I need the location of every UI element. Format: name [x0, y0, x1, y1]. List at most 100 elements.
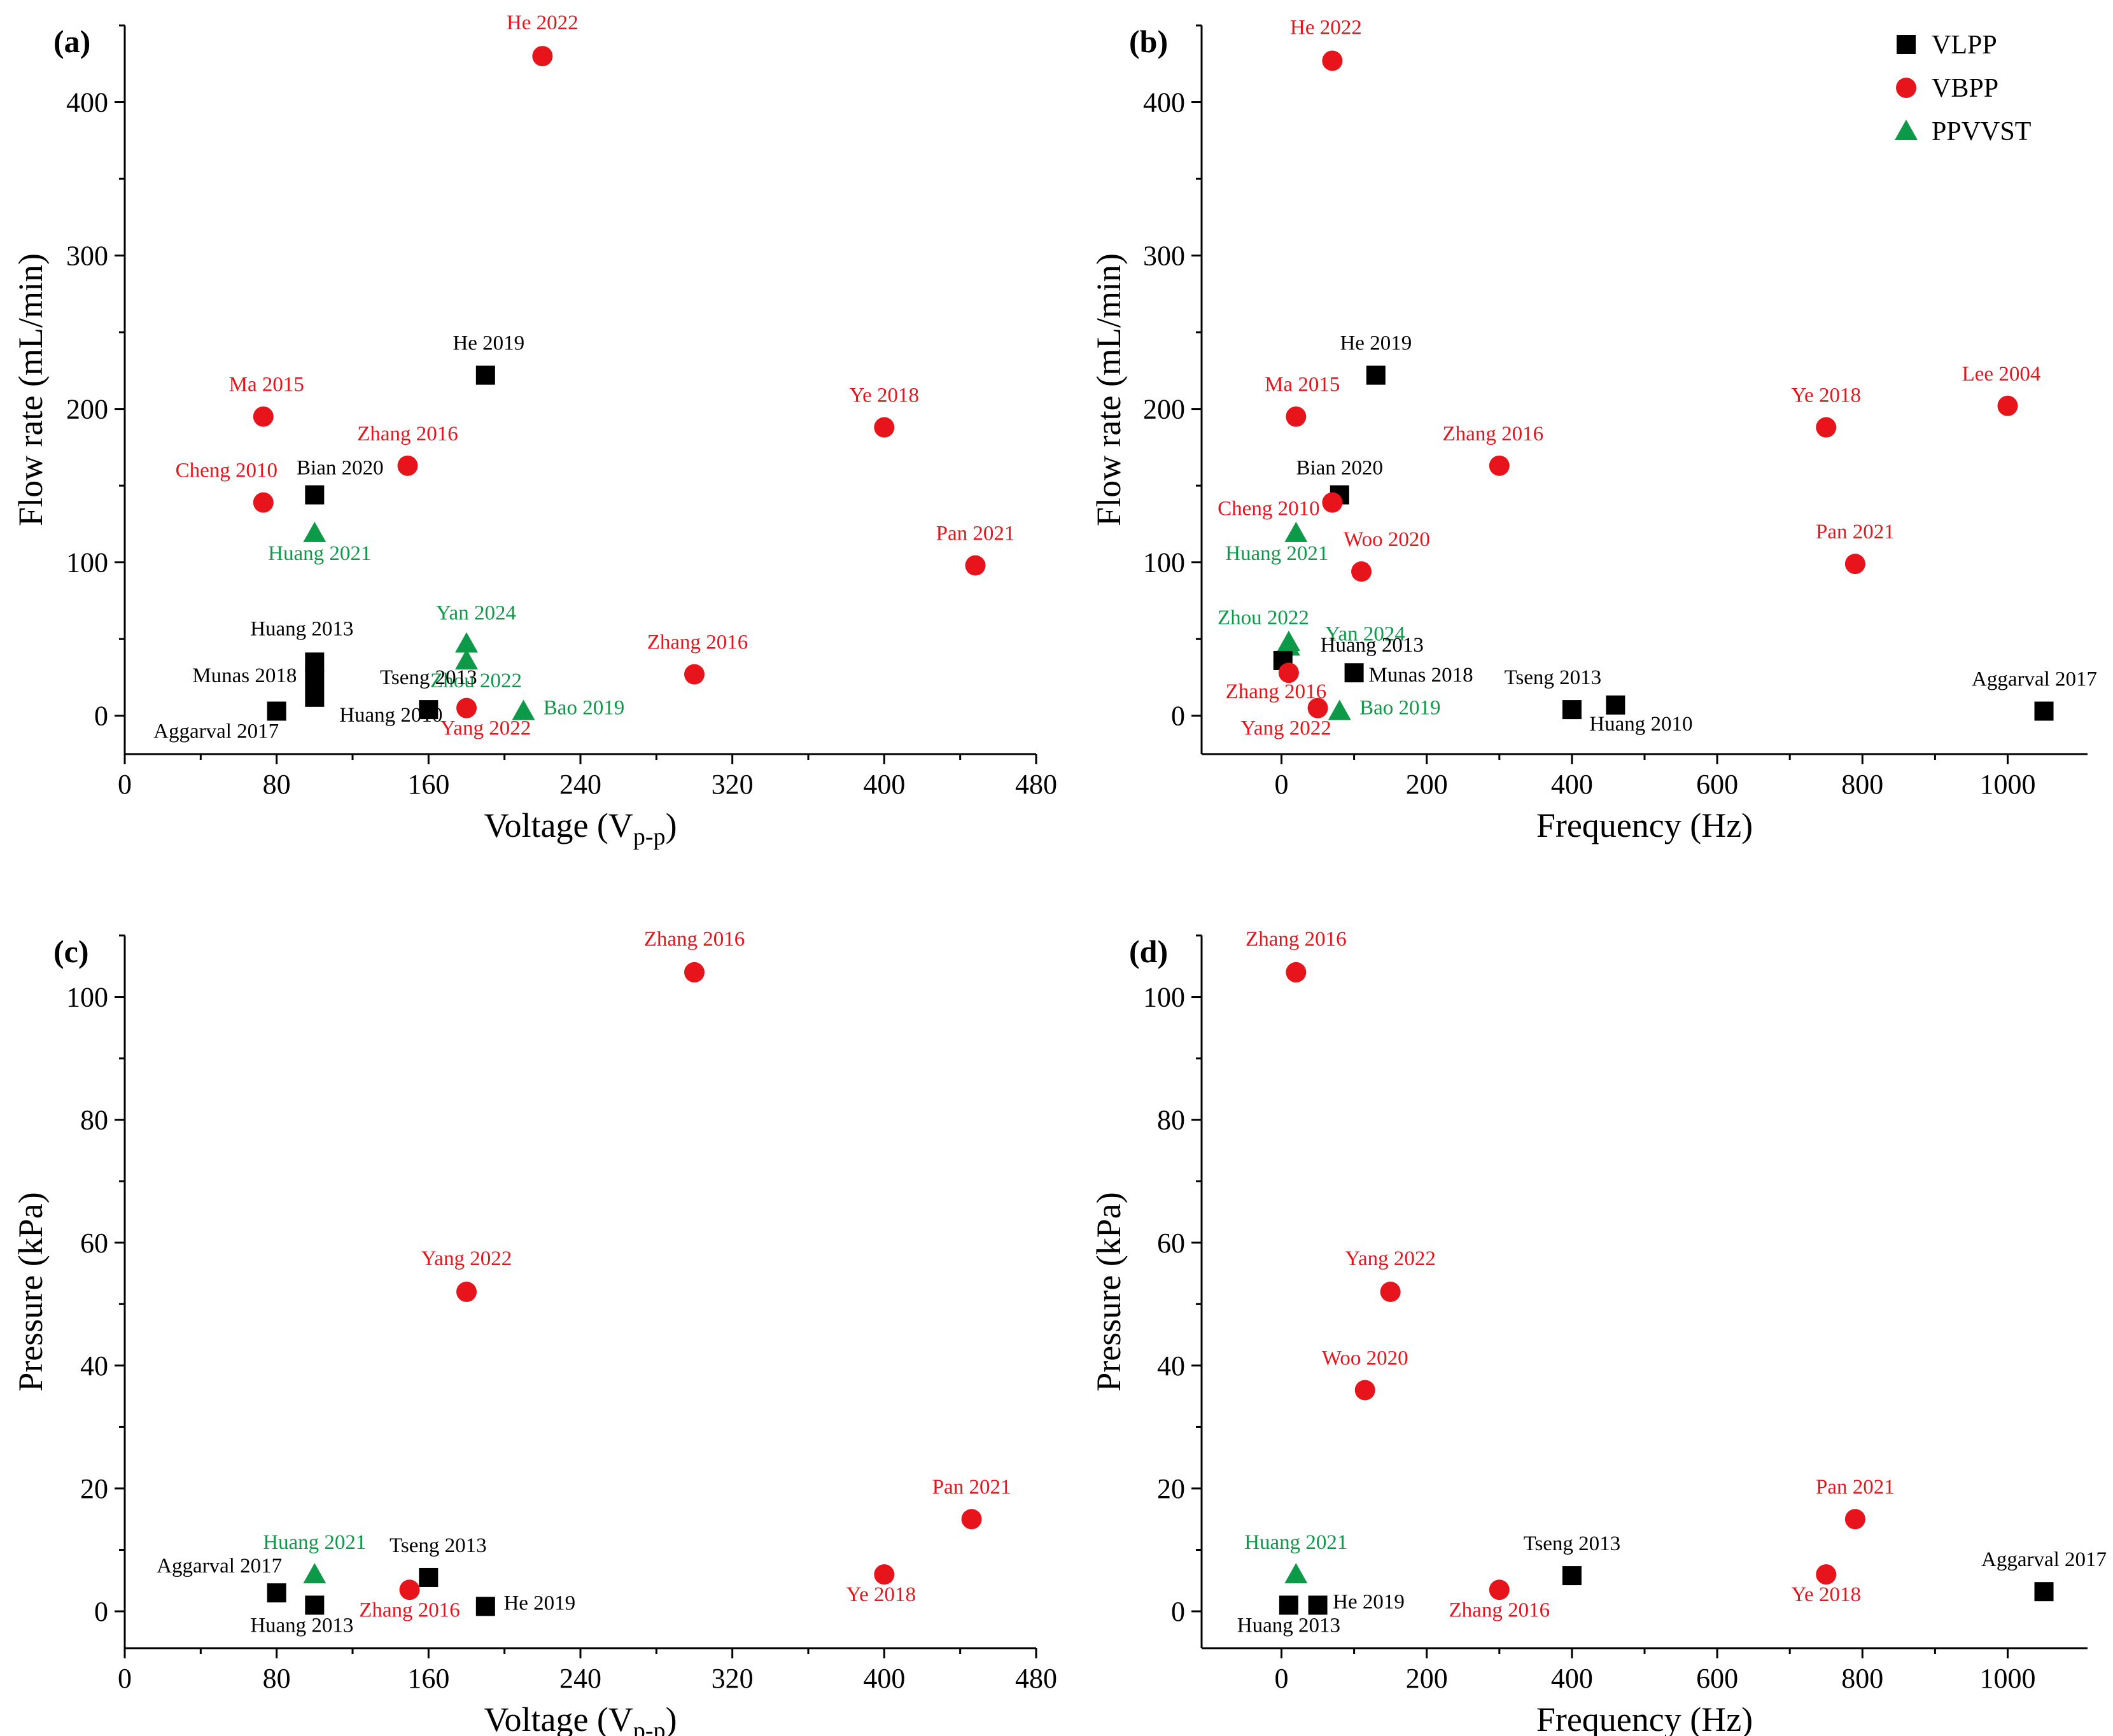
- y-tick-label: 400: [1143, 87, 1185, 118]
- x-tick-label: 1000: [1979, 1663, 2035, 1694]
- data-point-vlpp: [419, 1567, 439, 1587]
- data-point-vbpp: [1286, 962, 1307, 983]
- point-label: Tseng 2013: [380, 666, 477, 689]
- point-label: Woo 2020: [1322, 1347, 1408, 1369]
- point-label: Pan 2021: [1816, 1476, 1895, 1499]
- x-tick-label: 0: [118, 1663, 132, 1694]
- point-label: Munas 2018: [1369, 664, 1473, 687]
- y-tick-label: 300: [1143, 241, 1185, 272]
- point-label: Huang 2013: [1237, 1614, 1340, 1637]
- x-axis-title: Voltage (Vp-p): [484, 806, 677, 850]
- point-label: Yan 2024: [436, 601, 516, 624]
- point-label: Cheng 2010: [176, 459, 277, 482]
- x-tick-label: 1000: [1979, 769, 2035, 800]
- point-label: Tseng 2013: [390, 1534, 487, 1557]
- point-label: Yang 2022: [440, 717, 531, 740]
- data-point-vbpp: [1380, 1282, 1401, 1302]
- point-label: Tseng 2013: [1505, 666, 1602, 689]
- data-point-vlpp: [2034, 701, 2054, 721]
- data-point-vlpp: [2034, 1582, 2054, 1602]
- panel-b-flowrate-vs-frequency: 0 200 400 600 800 1000 0 100 200 300 400 (b) Frequen…: [1090, 16, 2097, 844]
- y-tick-label: 100: [1143, 982, 1185, 1013]
- point-label: Pan 2021: [1816, 521, 1895, 543]
- x-tick-label: 600: [1696, 769, 1738, 800]
- data-point-vlpp: [267, 1583, 286, 1603]
- data-point-vlpp: [267, 701, 286, 721]
- data-point-vlpp: [475, 1597, 495, 1616]
- data-point-vbpp: [1322, 50, 1343, 71]
- data-point-vbpp: [1351, 561, 1372, 582]
- data-point-vbpp: [684, 962, 705, 983]
- data-point-vlpp: [1308, 1595, 1328, 1615]
- data-point-vlpp: [1344, 663, 1364, 683]
- point-label: Zhang 2016: [1443, 423, 1544, 445]
- x-tick-label: 240: [559, 769, 601, 800]
- y-tick-label: 0: [94, 701, 108, 732]
- y-tick-label: 0: [1171, 1596, 1185, 1627]
- point-label: Woo 2020: [1344, 528, 1430, 551]
- point-label: Huang 2021: [263, 1531, 366, 1554]
- legend-label: VBPP: [1932, 74, 1998, 103]
- point-label: Zhang 2016: [1449, 1599, 1550, 1621]
- data-point-ppvvst: [455, 648, 478, 669]
- x-tick-label: 400: [863, 769, 905, 800]
- y-tick-label: 20: [1157, 1473, 1185, 1504]
- y-tick-label: 300: [66, 241, 108, 272]
- point-label: Huang 2021: [1244, 1531, 1347, 1554]
- x-tick-label: 800: [1841, 1663, 1883, 1694]
- data-point-ppvvst: [512, 699, 535, 720]
- point-label: Zhang 2016: [1246, 928, 1347, 951]
- y-tick-label: 80: [1157, 1105, 1185, 1136]
- data-point-ppvvst: [1284, 521, 1308, 542]
- y-tick-label: 40: [80, 1350, 108, 1382]
- y-tick-label: 60: [1157, 1228, 1185, 1259]
- point-label: Ma 2015: [1265, 374, 1340, 396]
- point-label: Ye 2018: [1792, 384, 1861, 407]
- data-point-ppvvst: [303, 1563, 326, 1584]
- legend-marker-vbpp: [1896, 78, 1916, 98]
- point-label: Bao 2019: [1359, 697, 1440, 720]
- x-tick-label: 0: [1275, 1663, 1289, 1694]
- point-label: Yang 2022: [1345, 1247, 1435, 1270]
- data-point-vbpp: [1489, 1579, 1510, 1600]
- point-label: Bian 2020: [297, 457, 384, 480]
- point-label: Aggarval 2017: [153, 720, 279, 743]
- point-label: Huang 2010: [1589, 713, 1692, 736]
- data-point-vbpp: [456, 697, 477, 718]
- point-label: Bian 2020: [1296, 457, 1383, 480]
- point-label: Aggarval 2017: [157, 1555, 282, 1578]
- point-label: He 2019: [1340, 332, 1412, 355]
- data-point-vlpp: [1279, 1595, 1298, 1615]
- point-label: Zhang 2016: [357, 423, 458, 445]
- x-tick-label: 200: [1406, 769, 1448, 800]
- point-label: Ye 2018: [846, 1583, 916, 1606]
- x-tick-label: 200: [1406, 1663, 1448, 1694]
- point-label: He 2022: [507, 11, 579, 34]
- y-tick-label: 100: [1143, 547, 1185, 578]
- data-point-vbpp: [1354, 1380, 1375, 1401]
- y-tick-label: 400: [66, 87, 108, 118]
- data-point-vlpp: [305, 1595, 325, 1615]
- point-label: Aggarval 2017: [1981, 1548, 2107, 1571]
- data-point-vlpp: [419, 700, 439, 720]
- panel-c-pressure-vs-voltage: 0 80 160 240 320 400 480 0 20 40 60 80 100 (c) Voltage…: [11, 928, 1057, 1736]
- data-point-vlpp: [305, 669, 325, 689]
- data-point-vlpp: [305, 652, 325, 672]
- y-tick-label: 0: [94, 1596, 108, 1627]
- legend-marker-ppvvst: [1895, 120, 1918, 140]
- x-tick-label: 0: [118, 769, 132, 800]
- y-tick-label: 40: [1157, 1350, 1185, 1382]
- x-tick-label: 800: [1841, 769, 1883, 800]
- data-point-vlpp: [305, 687, 325, 707]
- data-point-ppvvst: [303, 521, 326, 542]
- panel-label: (d): [1129, 934, 1168, 969]
- data-point-vbpp: [1322, 492, 1343, 513]
- data-point-vbpp: [1844, 554, 1865, 575]
- x-tick-label: 240: [559, 1663, 601, 1694]
- x-tick-label: 600: [1696, 1663, 1738, 1694]
- point-label: He 2019: [453, 332, 524, 355]
- x-tick-label: 80: [263, 769, 291, 800]
- point-label: Huang 2013: [1321, 634, 1424, 657]
- data-point-vlpp: [1562, 700, 1582, 720]
